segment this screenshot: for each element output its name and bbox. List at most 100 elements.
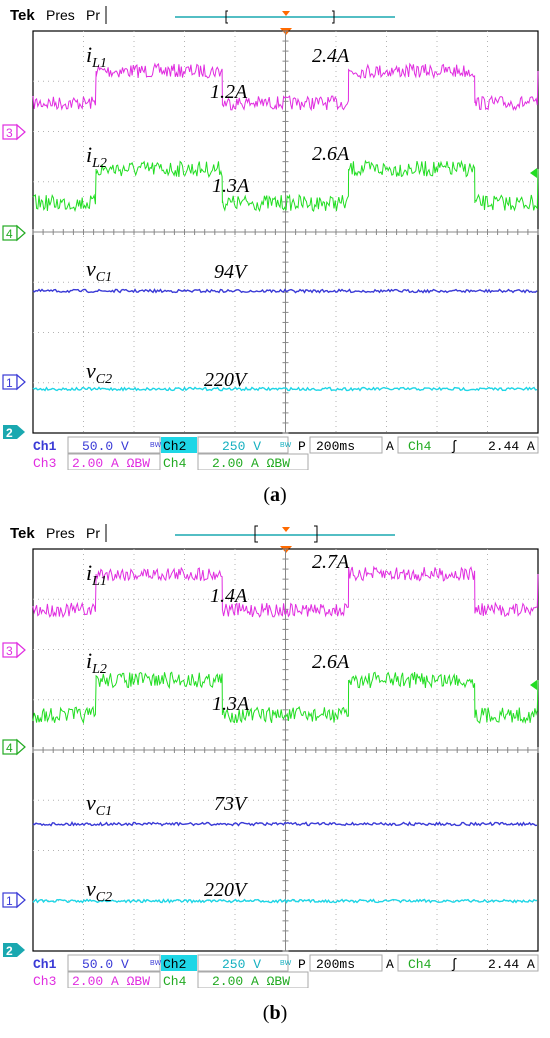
svg-text:2: 2	[6, 426, 13, 440]
trigger-channel: Ch4	[408, 439, 432, 454]
ch1-bw-flag: BW	[150, 960, 162, 967]
svg-text:3: 3	[6, 644, 13, 658]
label-vC2: vC2	[86, 358, 112, 387]
iL2-low-value: 1.3A	[212, 175, 250, 197]
ch4-scale: 2.00 A ΩBW	[212, 456, 290, 470]
svg-text:3: 3	[6, 126, 13, 140]
traces	[32, 62, 539, 392]
trigger-mode: A	[386, 957, 394, 972]
label-iL2: iL2	[86, 142, 107, 171]
iL1-low-value: 1.2A	[210, 81, 248, 103]
scope-display-b: Tek Pres Pr 3 4 1 2	[2, 524, 539, 988]
trigger-edge-icon: ʃ	[450, 439, 458, 455]
ch1-scale: 50.0 V	[82, 439, 129, 454]
trigger-position-icon	[282, 527, 290, 532]
ch3-status-label: Ch3	[33, 456, 56, 470]
trace-vC2	[32, 898, 538, 904]
label-iL1: iL1	[86, 560, 107, 589]
acq-extra-label: Pr	[86, 525, 100, 541]
ch1-status-label: Ch1	[33, 439, 57, 454]
ch1-marker[interactable]: 1	[2, 373, 26, 391]
label-vC1: vC1	[86, 256, 112, 285]
vC1-value: 94V	[214, 261, 249, 283]
record-window-right	[332, 10, 335, 24]
trigger-level-icon	[530, 680, 537, 690]
trace-vC2	[32, 386, 538, 392]
ch1-scale: 50.0 V	[82, 957, 129, 972]
vC2-value: 220V	[204, 879, 249, 901]
iL2-high-value: 2.6A	[312, 651, 350, 673]
ch3-marker[interactable]: 3	[2, 123, 26, 141]
svg-text:1: 1	[6, 894, 13, 908]
scope-panel-a: Tek Pres Pr 3 4 1 2	[0, 0, 550, 470]
ch2-scale: 250 V	[222, 957, 261, 972]
label-iL2: iL2	[86, 648, 107, 677]
iL2-low-value: 1.3A	[212, 693, 250, 715]
ch1-status-label: Ch1	[33, 957, 57, 972]
ch2-status-label: Ch2	[163, 957, 186, 972]
ch3-scale: 2.00 A ΩBW	[72, 974, 150, 988]
trigger-edge-icon: ʃ	[450, 957, 458, 973]
ch4-scale: 2.00 A ΩBW	[212, 974, 290, 988]
svg-text:2: 2	[6, 944, 13, 958]
label-vC2: vC2	[86, 876, 112, 905]
caption-a: (a)	[263, 484, 287, 506]
svg-text:1: 1	[6, 376, 13, 390]
traces	[32, 565, 539, 904]
trigger-level: 2.44 A	[488, 957, 535, 972]
ch2-bw-flag: BW	[280, 442, 292, 449]
brand-label: Tek	[10, 525, 35, 542]
ch2-marker[interactable]: 2	[3, 943, 25, 958]
label-iL1: iL1	[86, 42, 107, 71]
ch2-status-label: Ch2	[163, 439, 186, 454]
trace-vC1	[32, 288, 538, 294]
iL2-high-value: 2.6A	[312, 143, 350, 165]
iL1-low-value: 1.4A	[210, 585, 248, 607]
ch2-bw-flag: BW	[280, 960, 292, 967]
ch1-bw-flag: BW	[150, 442, 162, 449]
record-window-left	[254, 525, 258, 543]
timebase-prefix: P	[298, 439, 306, 454]
graticule	[32, 30, 539, 434]
record-window-right	[314, 525, 318, 543]
svg-text:4: 4	[6, 741, 13, 755]
ch4-status-label: Ch4	[163, 456, 187, 470]
ch2-marker[interactable]: 2	[3, 425, 25, 440]
iL1-high-value: 2.7A	[312, 551, 350, 573]
status-bar: Ch1 50.0 V BW Ch2 250 V BW P 200ms A Ch4…	[30, 954, 539, 988]
vC2-value: 220V	[204, 369, 249, 391]
ch3-marker[interactable]: 3	[2, 641, 26, 659]
trace-vC1	[32, 821, 538, 827]
trace-iL1	[32, 62, 539, 112]
svg-text:4: 4	[6, 227, 13, 241]
acq-mode-label: Pres	[46, 525, 75, 541]
ch3-status-label: Ch3	[33, 974, 56, 988]
trace-iL1	[32, 565, 539, 619]
acq-mode-label: Pres	[46, 7, 75, 23]
timebase-prefix: P	[298, 957, 306, 972]
iL1-high-value: 2.4A	[312, 45, 350, 67]
acq-extra-label: Pr	[86, 7, 100, 23]
label-vC1: vC1	[86, 790, 112, 819]
ch4-marker[interactable]: 4	[2, 738, 26, 756]
trigger-position-icon	[282, 11, 290, 16]
trace-iL2	[32, 671, 539, 725]
brand-label: Tek	[10, 7, 35, 24]
record-window-left	[225, 10, 228, 24]
ch1-marker[interactable]: 1	[2, 891, 26, 909]
trigger-channel: Ch4	[408, 957, 432, 972]
ch4-marker[interactable]: 4	[2, 224, 26, 242]
trace-iL2	[32, 159, 539, 213]
caption-b: (b)	[262, 1002, 288, 1024]
timebase-value: 200ms	[316, 439, 355, 454]
ch3-scale: 2.00 A ΩBW	[72, 456, 150, 470]
vC1-value: 73V	[214, 793, 249, 815]
trigger-level: 2.44 A	[488, 439, 535, 454]
timebase-value: 200ms	[316, 957, 355, 972]
scope-panel-b: Tek Pres Pr 3 4 1 2	[0, 518, 550, 988]
ch2-scale: 250 V	[222, 439, 261, 454]
ch4-status-label: Ch4	[163, 974, 187, 988]
scope-display-a: Tek Pres Pr 3 4 1 2	[2, 6, 539, 470]
trigger-mode: A	[386, 439, 394, 454]
status-bar: Ch1 50.0 V BW Ch2 250 V BW P 200ms A Ch4…	[30, 436, 539, 470]
